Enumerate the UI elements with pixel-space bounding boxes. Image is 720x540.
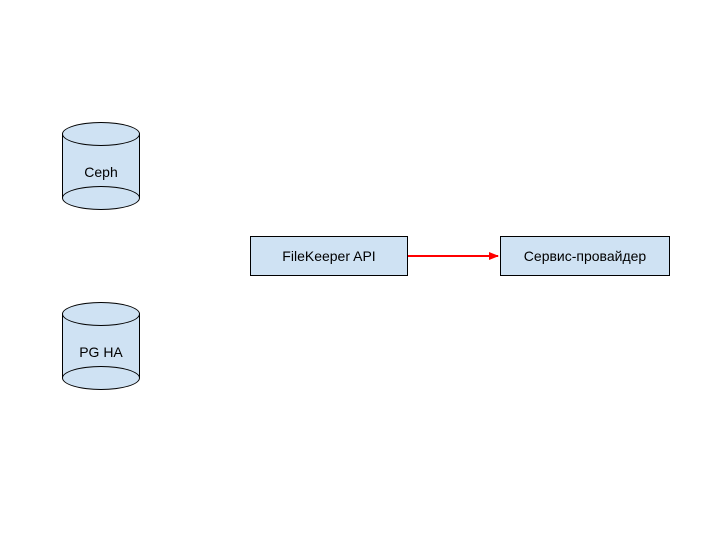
diagram-canvas: Ceph PG HA FileKeeper API Сервис-провайд…: [0, 0, 720, 540]
edge-filekeeper-provider: [0, 0, 720, 540]
